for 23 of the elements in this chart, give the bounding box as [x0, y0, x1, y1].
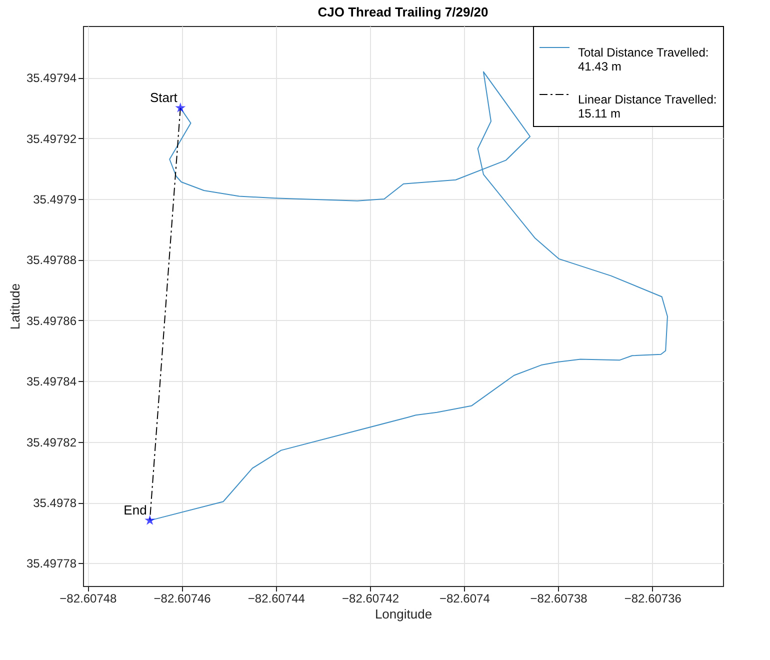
y-tick-label: 35.49782 — [26, 435, 77, 450]
y-tick-label: 35.4979 — [33, 192, 77, 207]
y-axis-title: Latitude — [7, 283, 22, 330]
x-tick-label: −82.60748 — [60, 592, 118, 606]
y-tick-label: 35.4978 — [33, 496, 77, 510]
x-tick-label: −82.6074 — [439, 592, 490, 606]
y-tick-label: 35.49794 — [26, 71, 77, 86]
x-tick-label: −82.60746 — [154, 592, 212, 606]
y-tick-label: 35.49778 — [26, 556, 77, 571]
chart-title: CJO Thread Trailing 7/29/20 — [318, 4, 488, 20]
x-tick-label: −82.60736 — [624, 592, 682, 606]
legend-label: Total Distance Travelled: 41.43 m — [578, 46, 709, 74]
y-tick-label: 35.49786 — [26, 314, 77, 328]
x-tick-label: −82.60744 — [248, 592, 306, 606]
y-tick-label: 35.49784 — [26, 374, 77, 389]
legend-label: Linear Distance Travelled: 15.11 m — [578, 92, 717, 120]
x-tick-label: −82.60742 — [342, 592, 400, 606]
annotation: Start — [150, 90, 178, 105]
x-tick-label: −82.60738 — [530, 592, 588, 606]
y-tick-label: 35.49792 — [26, 132, 77, 146]
annotation: End — [124, 502, 147, 518]
x-axis-title: Longitude — [374, 606, 432, 622]
y-tick-label: 35.49788 — [26, 253, 77, 268]
